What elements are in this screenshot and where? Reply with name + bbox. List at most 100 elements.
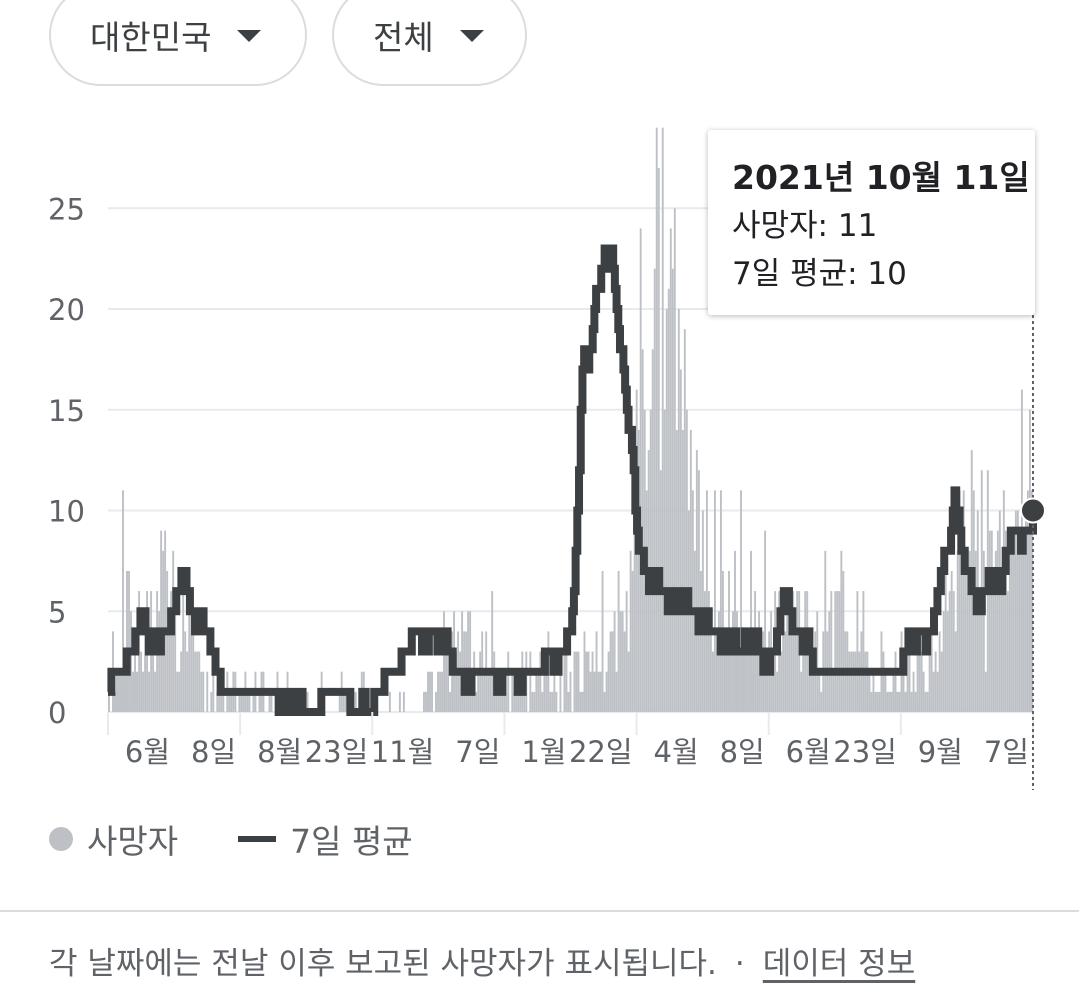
death-bar [854, 651, 857, 712]
death-bar [118, 671, 120, 712]
death-bar [1008, 530, 1011, 712]
death-bar [184, 631, 187, 712]
death-bar [354, 691, 357, 712]
death-bar [736, 611, 738, 712]
death-bar [565, 651, 568, 712]
death-bar [148, 671, 151, 712]
death-bar [818, 671, 821, 712]
chevron-down-icon [459, 30, 484, 42]
seven-day-average-line [107, 244, 1037, 716]
death-bar [726, 631, 728, 712]
death-bar [816, 611, 819, 712]
death-bar [649, 409, 652, 712]
death-bar [772, 651, 775, 712]
death-bar [667, 288, 670, 712]
death-bar [828, 611, 831, 712]
death-bar [168, 631, 171, 712]
death-bar [238, 691, 241, 712]
death-bar [681, 429, 684, 712]
death-bar [134, 651, 136, 712]
death-bar [657, 167, 660, 712]
death-bar [154, 671, 157, 712]
death-bar [874, 691, 877, 712]
death-bar [924, 691, 927, 712]
death-bar [994, 550, 997, 712]
death-bar [475, 691, 478, 712]
death-bar [709, 631, 712, 712]
death-bar [740, 490, 742, 712]
y-tick-label: 0 [48, 696, 66, 730]
country-filter-label: 대한민국 [90, 18, 212, 57]
death-bar [1018, 550, 1021, 712]
death-bar [738, 651, 740, 712]
average-legend-label: 7일 평균 [290, 822, 413, 861]
country-filter-chip[interactable]: 대한민국 [49, 0, 307, 86]
death-bar [1012, 530, 1015, 712]
death-bar [964, 550, 967, 712]
death-bar [764, 530, 767, 712]
chart-legend: 사망자 7일 평균 [49, 818, 413, 861]
scope-filter-chip[interactable]: 전체 [332, 0, 527, 86]
death-bar [114, 691, 116, 712]
death-bar [988, 530, 991, 712]
death-bar [306, 691, 309, 712]
death-bar [132, 671, 134, 712]
death-bar [575, 651, 578, 712]
death-bar [617, 570, 620, 712]
x-tick-label: 9월 [918, 735, 963, 769]
death-bar [505, 671, 508, 712]
death-bar [593, 671, 596, 712]
death-bar [928, 651, 931, 712]
death-bar [631, 570, 634, 712]
death-bar [982, 550, 985, 712]
death-bar [894, 651, 897, 712]
death-bar [1026, 490, 1029, 712]
death-bar [605, 671, 608, 712]
death-bar [1002, 490, 1005, 712]
death-bar [190, 611, 193, 712]
death-bar [655, 127, 658, 712]
x-tick-label: 8일 [191, 735, 236, 769]
death-bar [966, 570, 969, 712]
death-bar [497, 691, 500, 712]
death-bar [922, 671, 925, 712]
x-tick-label: 8월 [257, 735, 302, 769]
death-bar [956, 550, 959, 712]
death-bar [447, 651, 450, 712]
death-bar [443, 611, 445, 712]
death-bar [240, 691, 243, 712]
death-bar [216, 691, 219, 712]
death-bar [611, 631, 614, 712]
death-bar [788, 631, 791, 712]
death-bar [836, 591, 839, 712]
footer-text: 각 날짜에는 전날 이후 보고된 사망자가 표시됩니다. [49, 946, 717, 982]
x-tick-label: 6월 [786, 735, 831, 769]
death-bar [724, 631, 726, 712]
death-bar [427, 671, 429, 712]
death-bar [573, 651, 576, 712]
death-bar [870, 691, 873, 712]
death-bar [136, 671, 138, 712]
death-bar [491, 591, 494, 712]
death-bar [697, 470, 700, 712]
death-bar [431, 671, 433, 712]
death-bar [780, 651, 783, 712]
death-bar [170, 591, 173, 712]
death-bar [884, 671, 887, 712]
death-bar [651, 349, 654, 712]
death-bar [455, 651, 458, 712]
death-bar [677, 309, 680, 712]
death-bar [908, 651, 911, 712]
death-bar [120, 671, 122, 712]
death-bar [920, 651, 923, 712]
death-bar [553, 651, 556, 712]
death-bar [794, 611, 797, 712]
death-bar [858, 651, 861, 712]
death-bar [144, 631, 147, 712]
death-bar [1016, 510, 1019, 712]
data-info-link[interactable]: 데이터 정보 [762, 946, 916, 982]
death-bar [934, 651, 937, 712]
death-bar [653, 268, 656, 712]
death-bar [868, 671, 871, 712]
